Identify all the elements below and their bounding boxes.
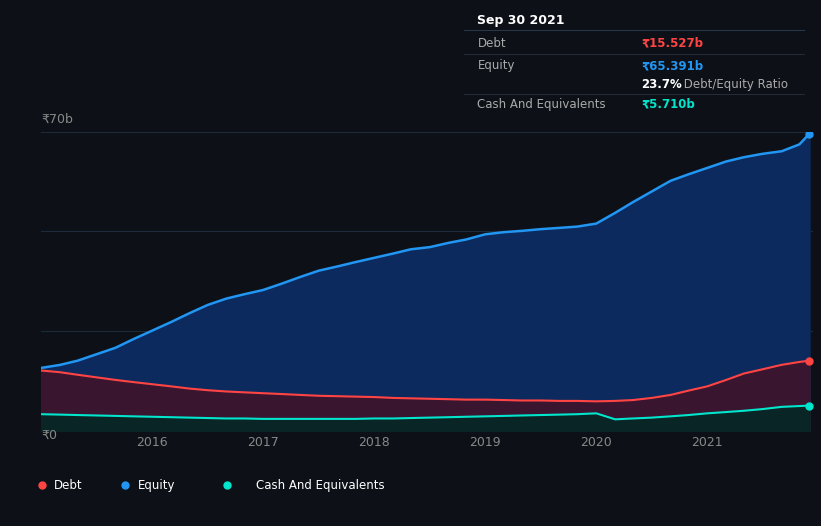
Text: Cash And Equivalents: Cash And Equivalents (478, 98, 606, 111)
Text: Debt: Debt (53, 479, 82, 492)
Text: ₹15.527b: ₹15.527b (641, 37, 703, 50)
Text: Equity: Equity (478, 59, 515, 73)
Text: Cash And Equivalents: Cash And Equivalents (256, 479, 384, 492)
Text: Debt/Equity Ratio: Debt/Equity Ratio (681, 77, 788, 90)
Text: ₹65.391b: ₹65.391b (641, 59, 703, 73)
Text: ₹5.710b: ₹5.710b (641, 98, 695, 111)
Text: Sep 30 2021: Sep 30 2021 (478, 14, 565, 27)
Text: Debt: Debt (478, 37, 506, 50)
Text: 23.7%: 23.7% (641, 77, 681, 90)
Text: Equity: Equity (138, 479, 176, 492)
Text: ₹70b: ₹70b (41, 113, 73, 126)
Text: ₹0: ₹0 (41, 429, 57, 442)
